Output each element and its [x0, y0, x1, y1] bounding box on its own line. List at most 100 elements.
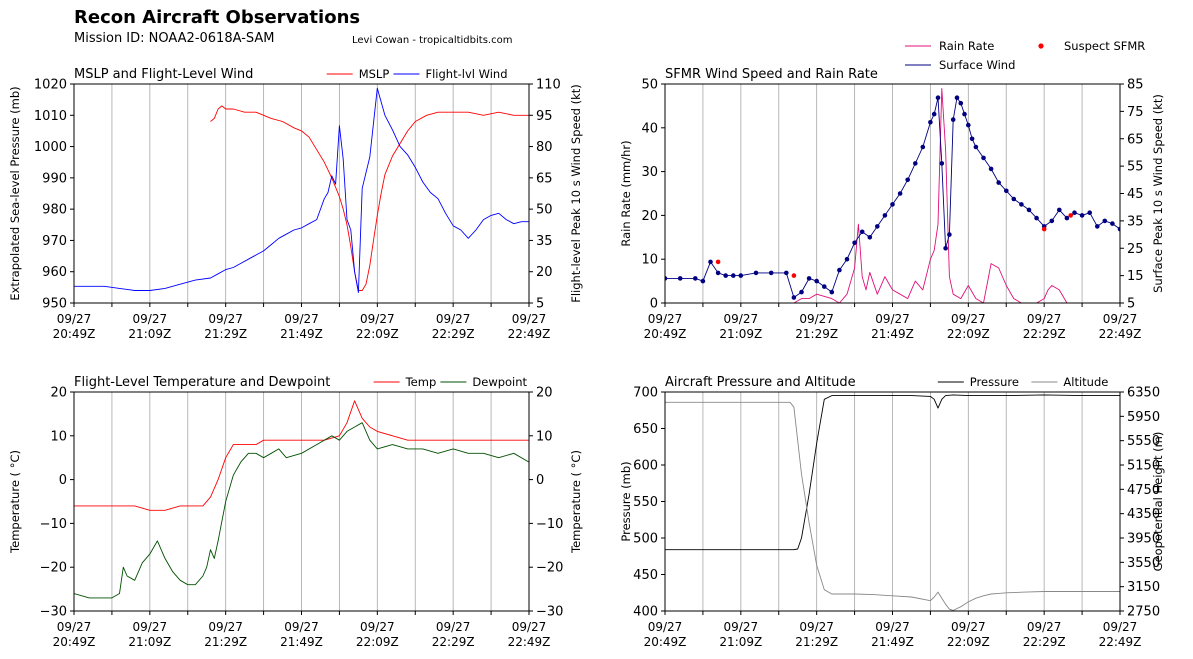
data-point-surface-wind [1087, 210, 1092, 215]
x-tick-label: 09/27 22:29Z [432, 312, 475, 341]
data-point-surface-wind [1095, 224, 1100, 229]
legend-label: Flight-lvl Wind [426, 67, 508, 81]
data-point-suspect-sfmr [1068, 213, 1073, 218]
x-tick-label: 09/27 22:49Z [508, 620, 551, 649]
x-tick-label: 09/27 22:09Z [947, 312, 990, 341]
y2-tick-label: 10 [536, 429, 553, 444]
data-point-surface-wind [920, 144, 926, 150]
series-group [74, 400, 529, 599]
y-tick-label: 650 [633, 422, 658, 437]
y2-tick-label: 55 [1127, 160, 1144, 175]
y-tick-label: 10 [50, 429, 67, 444]
y-tick-label: 550 [633, 495, 658, 510]
x-tick-label: 09/27 20:49Z [644, 620, 687, 649]
y2-tick-label: 15 [1127, 269, 1144, 284]
data-point-surface-wind [882, 213, 888, 218]
y-tick-label: 450 [633, 568, 658, 583]
y2-tick-label: 5550 [1127, 434, 1160, 449]
x-tick-label: 09/27 20:49Z [644, 312, 687, 341]
series-line-flight-lvl-wind [74, 87, 529, 294]
chart-sfmr-rain: 0 10 20 30 40 50 5 15 25 35 45 55 65 75 85 09/27 20:49Z 0… [619, 39, 1165, 341]
data-point-surface-wind [731, 273, 736, 278]
x-tick-label: 09/27 20:49Z [53, 312, 96, 341]
y-tick-label: 10 [641, 253, 658, 268]
chart-mslp-wind: 950 960 970 980 990 1000 1010 1020 5 20 35 50 65 80 95… [8, 67, 583, 341]
y2-tick-label: 5 [1127, 297, 1135, 312]
data-point-surface-wind [844, 256, 850, 262]
y2-tick-label: 5950 [1127, 410, 1160, 425]
x-tick-label: 09/27 21:29Z [795, 620, 838, 649]
x-tick-label: 09/27 21:49Z [280, 620, 323, 649]
data-point-surface-wind [969, 136, 975, 142]
legend-label: Dewpoint [472, 375, 527, 389]
y2-tick-label: 3150 [1127, 580, 1160, 595]
y-tick-label: 980 [42, 203, 67, 218]
x-tick-label: 09/27 22:49Z [508, 312, 551, 341]
data-point-surface-wind [791, 295, 797, 300]
chart-title: Flight-Level Temperature and Dewpoint [74, 375, 330, 390]
data-point-surface-wind [1034, 215, 1039, 221]
y-tick-label: 600 [633, 459, 658, 474]
y-axis-label: Temperature ( °C) [8, 450, 22, 554]
y-tick-label: 50 [641, 78, 658, 93]
x-tick-label: 09/27 21:09Z [128, 312, 171, 341]
data-point-surface-wind [822, 284, 827, 289]
y2-tick-label: 65 [1127, 132, 1144, 147]
y-tick-label: 0 [59, 473, 67, 488]
y2-tick-label: 3550 [1127, 556, 1160, 571]
legend-label: Temp [405, 375, 437, 389]
data-point-surface-wind [708, 259, 713, 265]
y-tick-label: 950 [42, 297, 67, 312]
y2-tick-label: 95 [536, 109, 553, 124]
data-point-surface-wind [665, 276, 668, 281]
y2-tick-label: 75 [1127, 105, 1144, 120]
data-point-surface-wind [928, 120, 933, 125]
data-point-surface-wind [931, 111, 937, 117]
legend-label: Surface Wind [939, 58, 1015, 72]
chart-title: MSLP and Flight-Level Wind [74, 67, 253, 82]
data-point-surface-wind [875, 224, 880, 229]
chart-title: SFMR Wind Speed and Rain Rate [665, 67, 878, 82]
y2-tick-label: 20 [536, 265, 553, 280]
y-tick-label: 1010 [34, 109, 67, 124]
x-tick-label: 09/27 22:29Z [432, 620, 475, 649]
y-tick-label: 400 [633, 605, 658, 620]
data-point-surface-wind [890, 202, 895, 207]
y2-tick-label: 4750 [1127, 483, 1160, 498]
x-tick-label: 09/27 20:49Z [53, 620, 96, 649]
y2-tick-label: 5150 [1127, 459, 1160, 474]
data-point-surface-wind [829, 289, 835, 295]
y2-axis-label: Flight-level Peak 10 s Wind Speed (kt) [569, 84, 583, 303]
y2-tick-label: 110 [536, 78, 561, 93]
data-point-surface-wind [1004, 188, 1009, 194]
y-tick-label: 40 [641, 121, 658, 136]
y2-tick-label: −10 [536, 517, 563, 532]
legend-label: Altitude [1063, 375, 1108, 389]
y2-tick-label: −30 [536, 605, 563, 620]
chart-aircraft-pressure-altitude: 400 450 500 550 600 650 700 2750 3150 3550 3950 435… [619, 375, 1165, 649]
y2-axis-label: Surface Peak 10 s Wind Speed (kt) [1151, 94, 1165, 293]
x-tick-label: 09/27 22:29Z [1023, 620, 1066, 649]
data-point-surface-wind [905, 177, 910, 183]
y2-axis-label: Temperature ( °C) [569, 450, 583, 554]
data-point-surface-wind [1102, 218, 1108, 224]
data-point-surface-wind [1079, 213, 1085, 218]
y-axis-label: Pressure (mb) [619, 461, 633, 541]
y-tick-label: 960 [42, 265, 67, 280]
y2-tick-label: 50 [536, 203, 553, 218]
y2-axis-label: Geopotential Height (m) [1151, 432, 1165, 572]
x-tick-label: 09/27 21:29Z [204, 312, 247, 341]
data-point-surface-wind [943, 246, 948, 251]
chart-temp-dewpoint: −30 −20 −10 0 10 20 −30 −20 −10 0 10 20 09/27 20:49Z 0… [8, 375, 583, 649]
x-tick-label: 09/27 21:29Z [795, 312, 838, 341]
series-group [665, 394, 1120, 611]
y2-tick-label: 85 [1127, 78, 1144, 93]
data-point-surface-wind [973, 144, 979, 150]
data-point-surface-wind [784, 270, 789, 276]
x-tick-label: 09/27 21:49Z [871, 620, 914, 649]
series-group [665, 87, 1120, 303]
y-tick-label: −20 [40, 561, 67, 576]
y-tick-label: −10 [40, 517, 67, 532]
y2-tick-label: 45 [1127, 187, 1144, 202]
data-point-surface-wind [700, 278, 706, 284]
